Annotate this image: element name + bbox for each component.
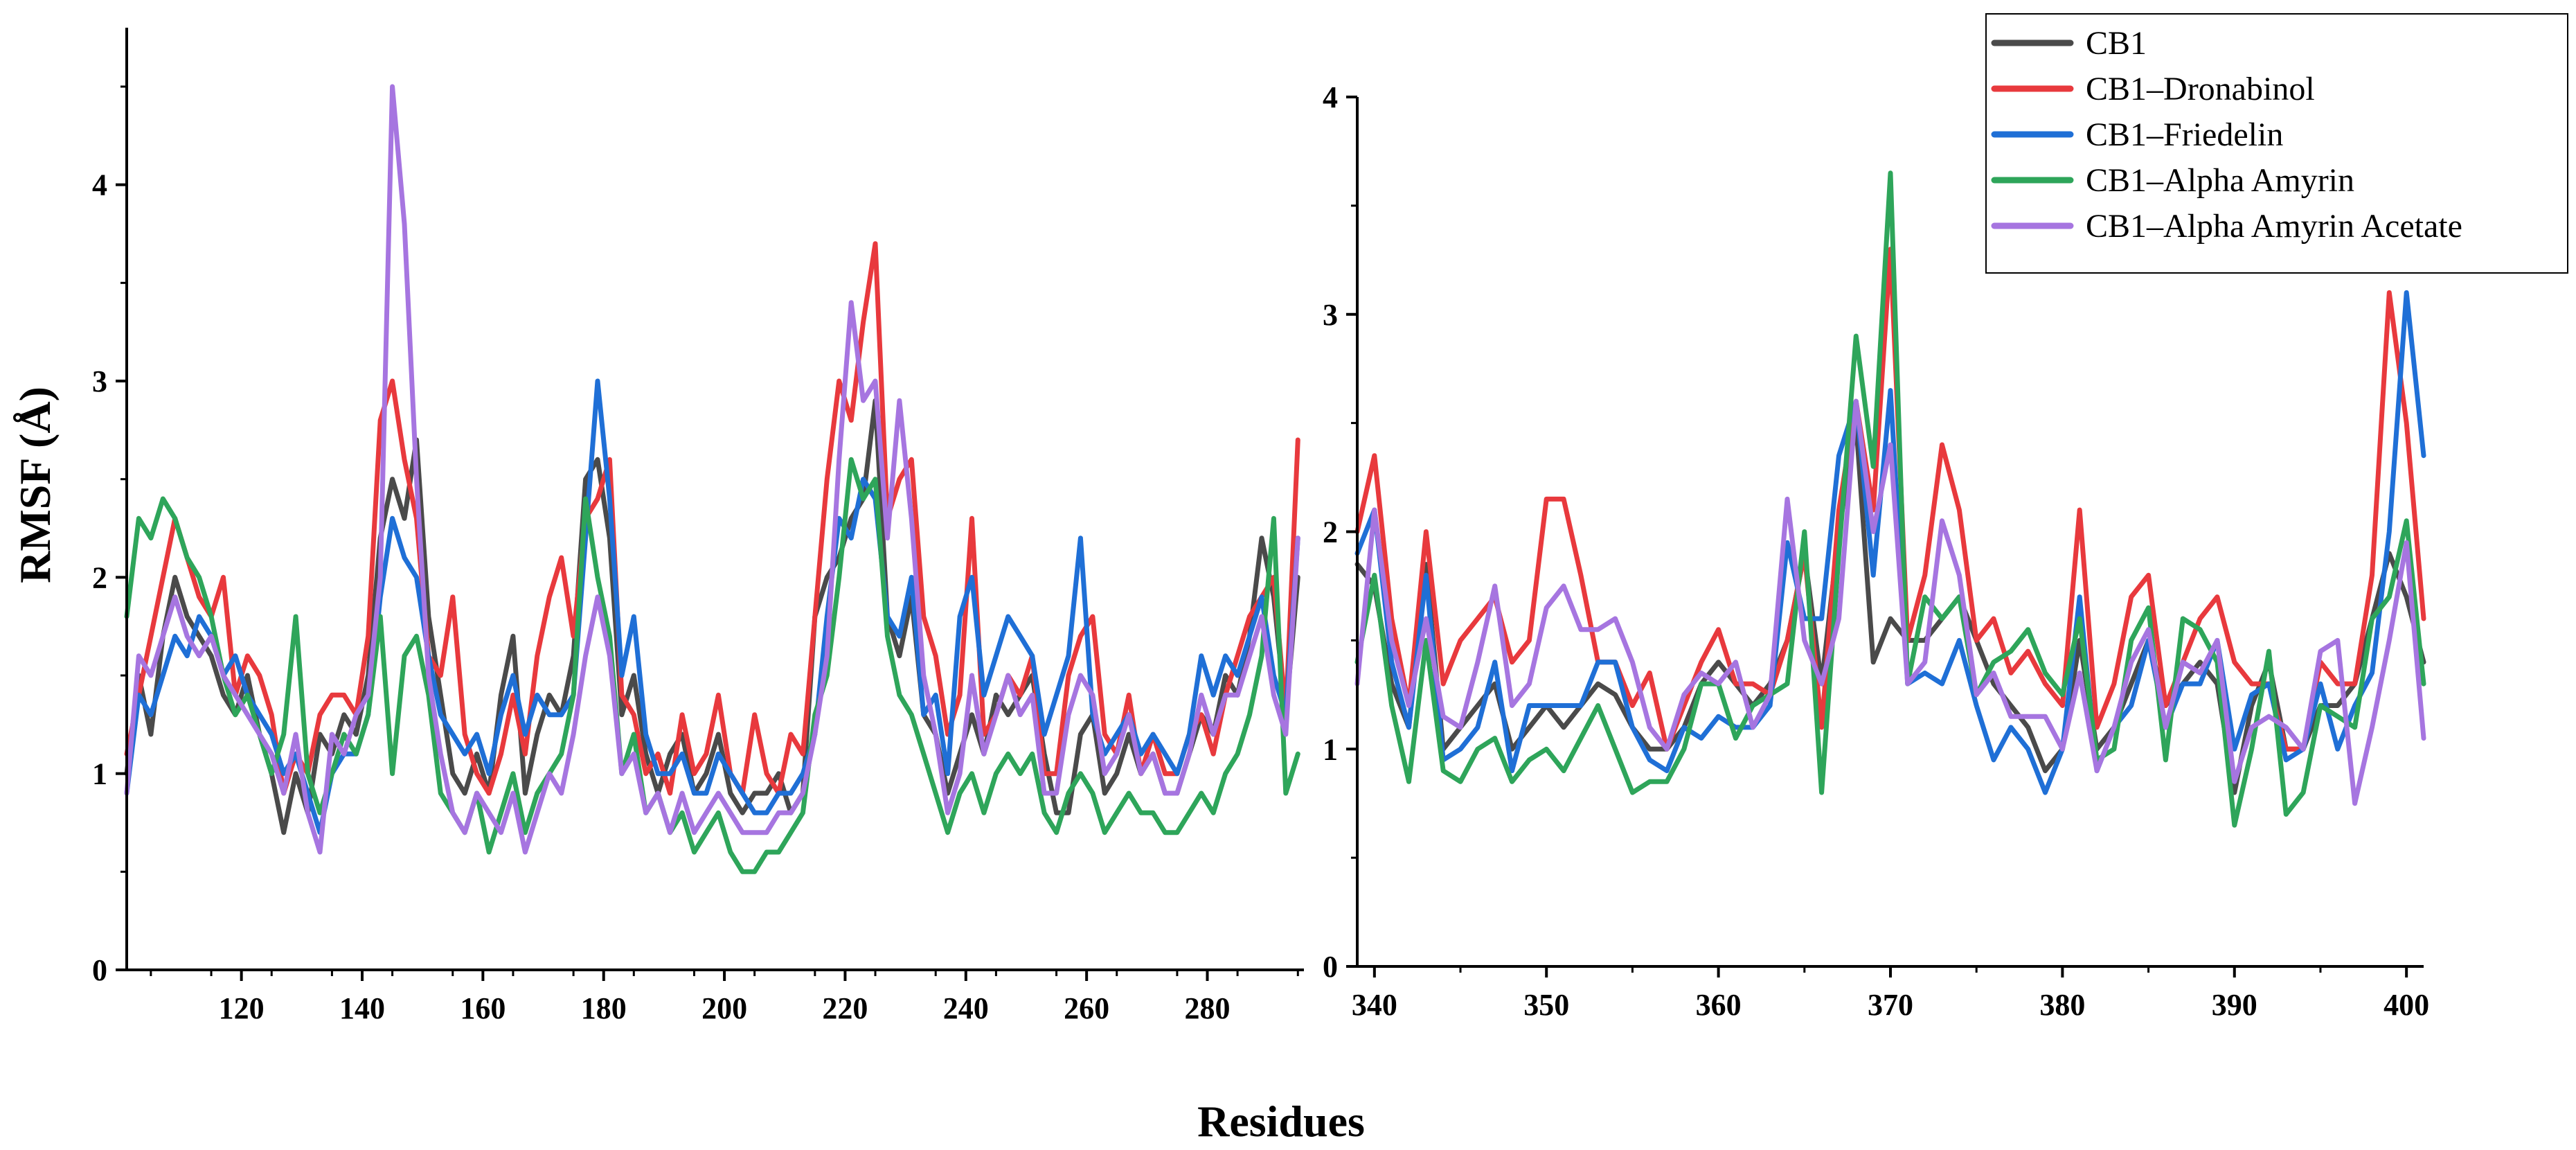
- legend-entry: CB1–Alpha Amyrin Acetate: [2086, 208, 2462, 245]
- right-x-tick-label: 390: [2212, 988, 2257, 1022]
- left-series-line-1: [124, 241, 1300, 796]
- left-x-tick-label: 240: [943, 991, 989, 1025]
- right-x-tick-label: 350: [1523, 988, 1569, 1022]
- right-series-lines: [1354, 170, 2426, 828]
- right-series-line-0: [1354, 421, 2426, 795]
- left-x-tick-label: 160: [460, 991, 506, 1025]
- left-series-line-3: [124, 457, 1300, 874]
- left-x-tick-label: 220: [822, 991, 868, 1025]
- right-x-tick-label: 340: [1352, 988, 1397, 1022]
- right-series-line-1: [1354, 247, 2426, 752]
- right-x-tick-label: 380: [2039, 988, 2085, 1022]
- right-y-tick-label: 0: [1323, 950, 1338, 984]
- left-panel: 120 140 160 180 200 220 240 260 280 0 1 2 3 4 RMSF (Å…: [10, 28, 1304, 1025]
- legend-entry: CB1–Alpha Amyrin: [2086, 162, 2354, 199]
- right-y-tick-label: 4: [1323, 80, 1338, 114]
- legend-entry: CB1–Friedelin: [2086, 116, 2283, 153]
- left-y-tick-label: 1: [92, 757, 107, 791]
- right-y-tick-label: 1: [1323, 732, 1338, 766]
- right-panel: 340 350 360 370 380 390 400 0 1 2 3 4: [1323, 80, 2429, 1022]
- left-x-tick-label: 260: [1064, 991, 1109, 1025]
- right-x-tick-label: 370: [1868, 988, 1913, 1022]
- right-series-line-4: [1354, 398, 2426, 806]
- left-x-tick-label: 180: [581, 991, 627, 1025]
- left-x-tick-label: 140: [339, 991, 385, 1025]
- left-y-tick-label: 0: [92, 953, 107, 987]
- right-y-tick-label: 2: [1323, 515, 1338, 549]
- left-axis-ticks: 120 140 160 180 200 220 240 260 280 0 1 2 3 4: [92, 85, 1299, 1025]
- legend-box: [1985, 13, 2568, 274]
- left-series-line-4: [124, 84, 1300, 855]
- left-x-tick-label: 200: [701, 991, 747, 1025]
- legend-entry: CB1: [2086, 25, 2147, 62]
- right-series-line-2: [1354, 290, 2426, 795]
- left-x-tick-label: 120: [219, 991, 265, 1025]
- right-y-tick-label: 3: [1323, 298, 1338, 332]
- right-series-line-3: [1354, 170, 2426, 828]
- left-series-line-0: [124, 398, 1300, 835]
- left-series-lines: [124, 84, 1300, 874]
- right-axis-ticks: 340 350 360 370 380 390 400 0 1 2 3 4: [1323, 80, 2429, 1022]
- left-y-tick-label: 3: [92, 364, 107, 398]
- left-y-tick-label: 4: [92, 168, 107, 202]
- right-x-tick-label: 360: [1696, 988, 1742, 1022]
- left-y-tick-label: 2: [92, 560, 107, 594]
- legend: CB1 CB1–Dronabinol CB1–Friedelin CB1–Alpha …: [1985, 13, 2568, 274]
- right-x-tick-label: 400: [2383, 988, 2429, 1022]
- legend-entry: CB1–Dronabinol: [2086, 71, 2315, 107]
- left-y-axis-label: RMSF (Å): [10, 387, 60, 583]
- left-x-tick-label: 280: [1185, 991, 1231, 1025]
- x-axis-label: Residues: [1197, 1097, 1365, 1146]
